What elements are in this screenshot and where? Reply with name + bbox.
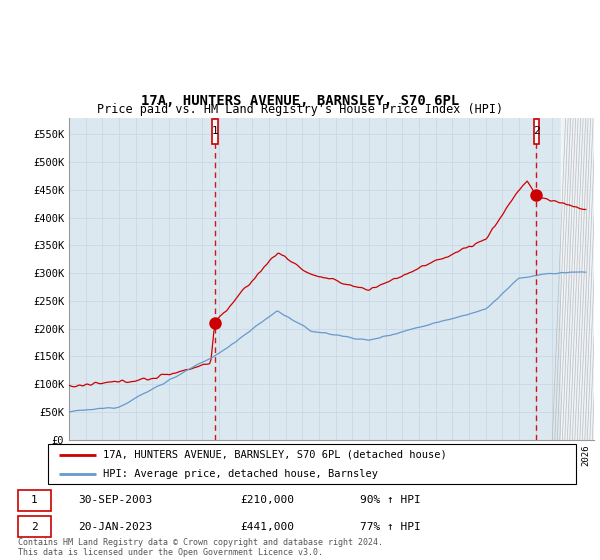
FancyBboxPatch shape: [18, 489, 51, 511]
FancyBboxPatch shape: [212, 119, 218, 144]
Text: 30-SEP-2003: 30-SEP-2003: [78, 495, 152, 505]
Text: 1: 1: [31, 495, 38, 505]
Text: 1: 1: [211, 127, 218, 137]
Text: £210,000: £210,000: [240, 495, 294, 505]
FancyBboxPatch shape: [18, 516, 51, 538]
Text: 77% ↑ HPI: 77% ↑ HPI: [360, 522, 421, 532]
Text: £441,000: £441,000: [240, 522, 294, 532]
Text: 17A, HUNTERS AVENUE, BARNSLEY, S70 6PL (detached house): 17A, HUNTERS AVENUE, BARNSLEY, S70 6PL (…: [103, 450, 447, 460]
Text: Contains HM Land Registry data © Crown copyright and database right 2024.
This d: Contains HM Land Registry data © Crown c…: [18, 538, 383, 557]
Text: 90% ↑ HPI: 90% ↑ HPI: [360, 495, 421, 505]
Text: 20-JAN-2023: 20-JAN-2023: [78, 522, 152, 532]
Text: 2: 2: [31, 522, 38, 532]
Bar: [560, 118, 600, 440]
Text: Price paid vs. HM Land Registry's House Price Index (HPI): Price paid vs. HM Land Registry's House …: [97, 103, 503, 116]
Text: HPI: Average price, detached house, Barnsley: HPI: Average price, detached house, Barn…: [103, 469, 379, 478]
Text: 17A, HUNTERS AVENUE, BARNSLEY, S70 6PL: 17A, HUNTERS AVENUE, BARNSLEY, S70 6PL: [141, 94, 459, 108]
Text: 2: 2: [533, 127, 540, 137]
FancyBboxPatch shape: [533, 119, 539, 144]
FancyBboxPatch shape: [48, 444, 576, 484]
